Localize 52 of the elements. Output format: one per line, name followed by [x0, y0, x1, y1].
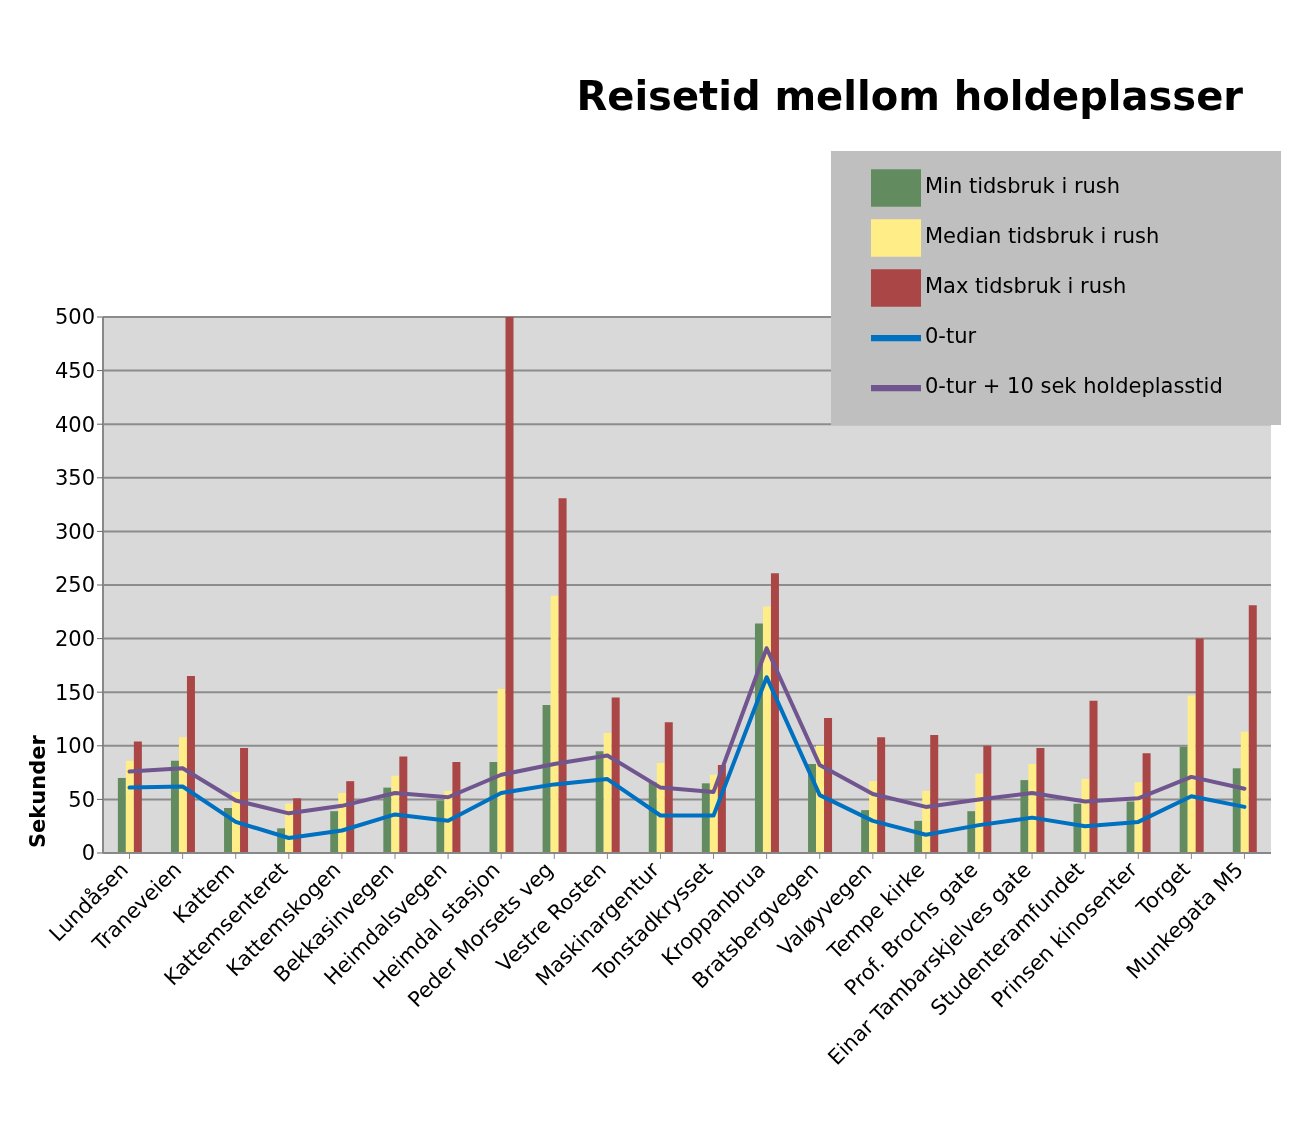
bar [762, 606, 771, 853]
bar [1142, 753, 1151, 853]
bar [240, 747, 249, 853]
bar [550, 595, 559, 853]
bar [497, 688, 506, 853]
bar [542, 705, 551, 853]
bar [824, 717, 833, 853]
y-tick-label: 250 [54, 573, 95, 598]
bar [1187, 695, 1196, 853]
bar [170, 760, 179, 853]
y-tick-label: 450 [54, 359, 95, 384]
y-tick-label: 50 [68, 787, 95, 812]
bar [1195, 638, 1204, 853]
legend-label: 0-tur [925, 323, 977, 348]
chart-title: Reisetid mellom holdeplasser [576, 73, 1243, 119]
bar [186, 676, 195, 853]
bar [930, 735, 939, 853]
y-axis-title: Sekunder [26, 734, 50, 848]
y-tick-label: 500 [54, 305, 95, 330]
bar [595, 751, 604, 853]
y-tick-label: 100 [54, 734, 95, 759]
bar [664, 722, 673, 853]
legend-label: 0-tur + 10 sek holdeplasstid [925, 373, 1223, 398]
bar [399, 756, 408, 853]
legend-label: Min tidsbruk i rush [925, 173, 1121, 198]
line-series [127, 646, 1247, 816]
bar [603, 732, 612, 853]
legend-label: Max tidsbruk i rush [925, 273, 1127, 298]
bar [505, 317, 514, 853]
y-tick-label: 300 [54, 519, 95, 544]
bar [1248, 605, 1257, 853]
bar [558, 498, 567, 853]
bar [178, 737, 187, 853]
bar [1089, 700, 1098, 853]
bar [1179, 746, 1188, 853]
bar [117, 777, 126, 853]
bar [611, 697, 620, 853]
bar [1036, 747, 1045, 853]
bar [770, 573, 779, 853]
y-tick-label: 350 [54, 466, 95, 491]
bar [125, 760, 134, 853]
line-series [127, 675, 1247, 840]
y-tick-label: 0 [81, 841, 95, 866]
y-tick-label: 200 [54, 627, 95, 652]
bar [1240, 731, 1249, 853]
bar [436, 800, 445, 853]
legend-label: Median tidsbruk i rush [925, 223, 1160, 248]
bar [983, 745, 992, 853]
bar [877, 737, 886, 853]
y-tick-label: 150 [54, 680, 95, 705]
bar [133, 741, 142, 853]
y-tick-label: 400 [54, 412, 95, 437]
